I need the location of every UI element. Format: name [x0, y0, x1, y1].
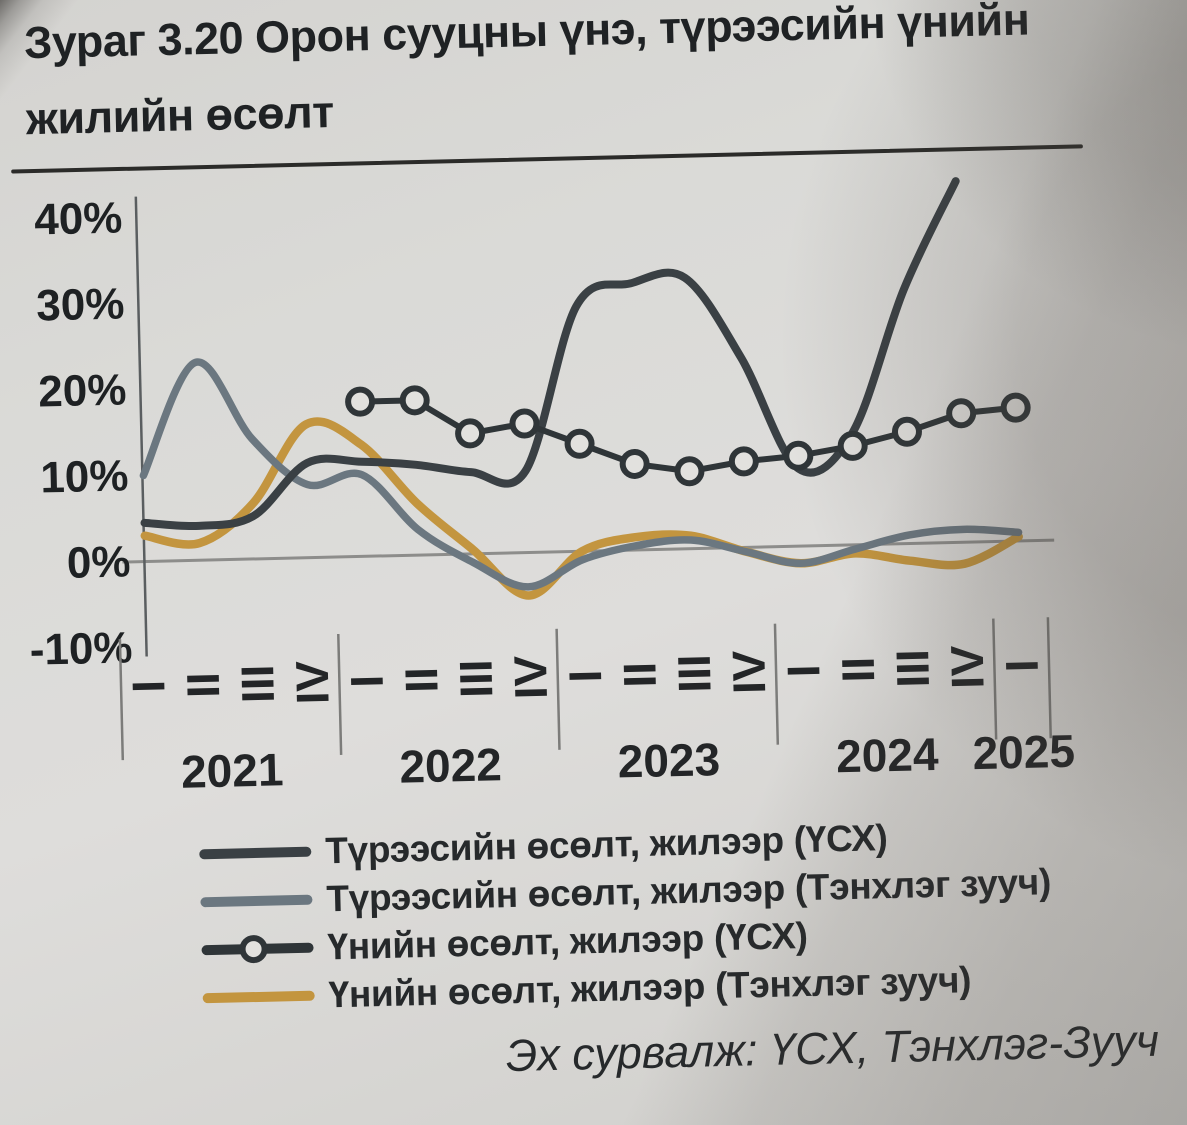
year-separator [337, 633, 343, 755]
quarter-tick-label-2021-II: II [177, 672, 230, 699]
quarter-tick-label-2021-III: III [231, 664, 284, 704]
quarter-tick-label-2024-II: II [832, 656, 885, 683]
quarter-tick-label-2023-I: I [559, 669, 611, 683]
quarter-tick-label-2022-IV: IV [504, 655, 557, 700]
quarter-tick-label-2022-I: I [341, 674, 393, 688]
marker-point-2-3 [509, 408, 540, 439]
marker-point-2-9 [837, 430, 868, 461]
year-separator [118, 639, 125, 761]
year-separator [773, 623, 780, 745]
quarter-tick-label-2022-III: III [449, 659, 502, 699]
legend-line-rent-ycx-icon [199, 846, 312, 860]
y-tick-label-40pct: 40% [34, 193, 123, 244]
quarter-tick-label-2023-II: II [613, 662, 666, 689]
legend-line-price-tz-icon [202, 990, 315, 1004]
legend-line-rent-tz-icon [200, 894, 313, 908]
year-separator [555, 628, 561, 750]
y-axis-line [134, 196, 148, 657]
y-tick-label-10pct: 10% [40, 451, 129, 502]
year-separator [1046, 617, 1052, 739]
legend-label-price-ycx: Үнийн өсөлт, жилээр (ҮСХ) [327, 915, 809, 968]
marker-point-2-5 [619, 448, 650, 479]
y-tick-label-20pct: 20% [38, 365, 127, 416]
marker-point-2-12 [1000, 392, 1031, 423]
year-label-2021: 2021 [180, 743, 284, 797]
year-separator [992, 618, 998, 740]
series-path-1 [139, 358, 1023, 591]
marker-point-2-6 [674, 456, 705, 487]
marker-point-2-8 [783, 440, 814, 471]
legend-line-price-ycx-icon [201, 934, 314, 964]
quarter-tick-label-2024-III: III [886, 649, 939, 689]
quarter-tick-label-2024-IV: IV [941, 645, 994, 690]
quarter-tick-label-2023-III: III [668, 654, 721, 694]
figure-title: Зураг 3.20 Орон сууцны үнэ, түрээсийн үн… [23, 0, 1030, 145]
chart-legend: Түрээсийн өсөлт, жилээр (ҮСХ) Түрээсийн … [199, 810, 1054, 1022]
year-label-2024: 2024 [836, 728, 940, 782]
year-label-2022: 2022 [399, 738, 503, 792]
quarter-tick-label-2024-I: I [777, 664, 829, 678]
y-tick-label-30pct: 30% [36, 279, 125, 330]
marker-point-2-2 [455, 418, 486, 449]
quarter-tick-label-2021-I: I [122, 679, 174, 693]
source-caption: Эх сурвалж: ҮСХ, Тэнхлэг-Зууч [505, 1014, 1160, 1082]
legend-marker-ring-icon [239, 934, 268, 964]
marker-point-2-10 [891, 416, 922, 447]
marker-point-2-1 [399, 385, 430, 416]
y-tick-label-0pct: 0% [66, 537, 131, 587]
quarter-tick-label-2021-IV: IV [286, 660, 339, 705]
y-tick-label--10pct: -10% [29, 623, 133, 674]
quarter-tick-label-2022-II: II [395, 667, 448, 694]
series-path-0 [140, 177, 960, 531]
quarter-tick-label-2025-I: I [996, 659, 1048, 673]
quarter-tick-label-2023-IV: IV [722, 650, 775, 695]
year-label-2025: 2025 [972, 725, 1076, 779]
year-label-2023: 2023 [617, 733, 721, 787]
chart-area: 40% 30% 20% 10% 0% -10% I II III IV 2021 I II III IV 20… [0, 152, 1187, 825]
marker-point-2-0 [345, 386, 376, 417]
marker-point-2-4 [564, 428, 595, 459]
marker-point-2-11 [946, 398, 977, 429]
marker-point-2-7 [728, 446, 759, 477]
